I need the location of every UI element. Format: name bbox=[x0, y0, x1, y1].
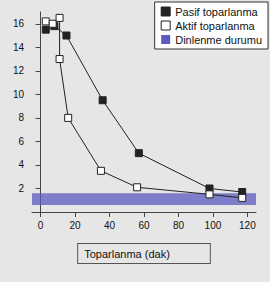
svg-text:Aktif toparlanma: Aktif toparlanma bbox=[175, 20, 255, 32]
svg-text:Dinlenme durumu: Dinlenme durumu bbox=[175, 34, 262, 46]
svg-text:12: 12 bbox=[13, 65, 25, 76]
svg-text:100: 100 bbox=[205, 220, 222, 231]
svg-text:40: 40 bbox=[104, 220, 116, 231]
svg-text:Toparlanma (dak): Toparlanma (dak) bbox=[84, 248, 170, 260]
svg-text:4: 4 bbox=[18, 159, 24, 170]
svg-text:10: 10 bbox=[13, 89, 25, 100]
svg-text:120: 120 bbox=[239, 220, 256, 231]
svg-text:0: 0 bbox=[38, 220, 44, 231]
svg-text:80: 80 bbox=[173, 220, 185, 231]
svg-text:2: 2 bbox=[18, 183, 24, 194]
svg-text:14: 14 bbox=[13, 42, 25, 53]
svg-text:6: 6 bbox=[18, 136, 24, 147]
svg-text:8: 8 bbox=[18, 112, 24, 123]
svg-text:16: 16 bbox=[13, 18, 25, 29]
svg-text:60: 60 bbox=[138, 220, 150, 231]
svg-text:20: 20 bbox=[70, 220, 82, 231]
svg-text:Pasif toparlanma: Pasif toparlanma bbox=[175, 6, 258, 18]
